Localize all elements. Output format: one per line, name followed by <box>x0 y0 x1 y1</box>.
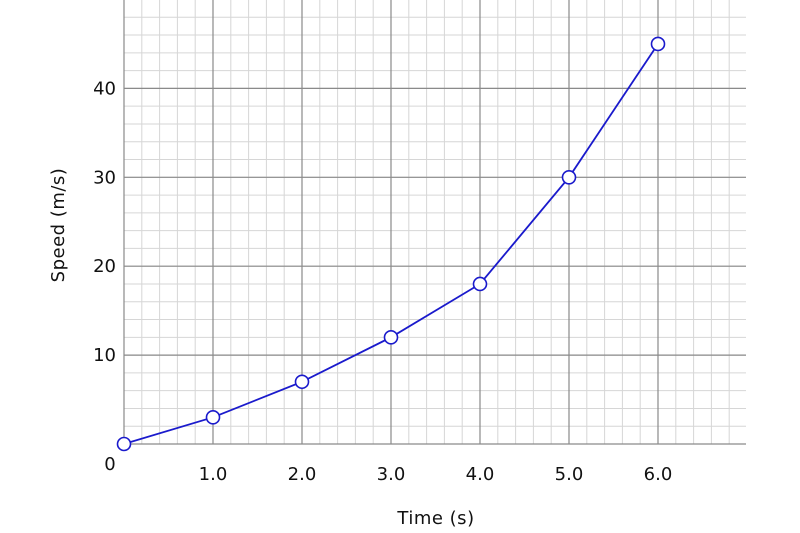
x-axis-label: Time (s) <box>396 508 474 529</box>
y-tick-label: 30 <box>93 167 116 188</box>
y-axis-label: Speed (m/s) <box>48 168 69 283</box>
x-tick-label: 4.0 <box>466 464 495 485</box>
series-group <box>116 36 666 452</box>
minor-grid <box>123 0 746 445</box>
x-tick-label: 3.0 <box>377 464 406 485</box>
y-tick-label: 40 <box>93 78 116 99</box>
data-point <box>561 170 577 185</box>
x-tick-label: 2.0 <box>288 464 317 485</box>
data-point <box>383 330 399 345</box>
origin-label: 0 <box>104 454 115 475</box>
data-point <box>205 410 221 425</box>
data-point <box>294 374 310 390</box>
y-tick-label: 10 <box>93 345 116 366</box>
x-tick-label: 6.0 <box>644 464 673 485</box>
y-tick-label: 20 <box>93 256 116 277</box>
x-tick-labels: 1.0 2.0 3.0 4.0 5.0 6.0 <box>199 464 673 485</box>
x-tick-label: 5.0 <box>555 464 584 485</box>
data-point <box>650 36 666 52</box>
data-point <box>472 276 488 292</box>
data-point <box>116 436 132 452</box>
x-tick-label: 1.0 <box>199 464 228 485</box>
y-tick-labels: 10 20 30 40 <box>93 78 116 366</box>
major-grid <box>124 0 746 444</box>
